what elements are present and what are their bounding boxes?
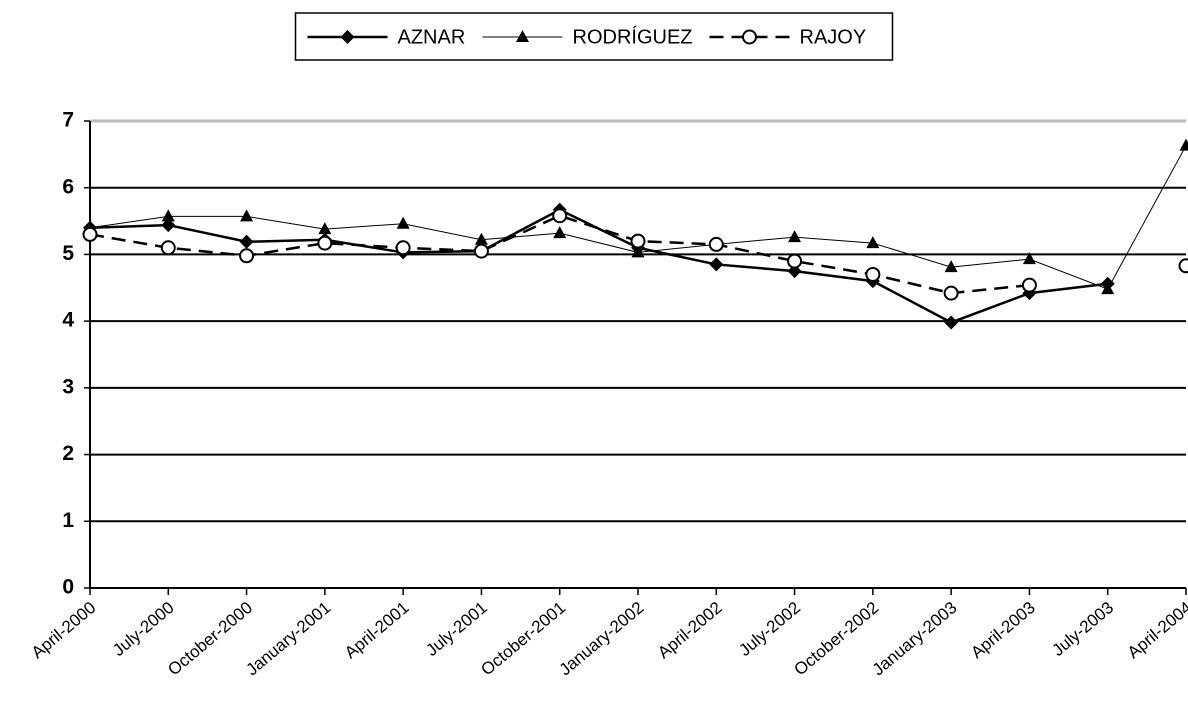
triangle-marker <box>1022 252 1036 265</box>
triangle-marker <box>240 209 254 222</box>
x-tick-label: January-2001 <box>242 598 334 679</box>
circle-marker <box>865 266 881 282</box>
circle-marker <box>473 243 489 259</box>
circle-marker <box>1021 277 1037 293</box>
y-tick-label: 6 <box>62 175 74 198</box>
legend-label: RODRÍGUEZ <box>573 25 693 48</box>
legend-label: AZNAR <box>398 26 466 48</box>
y-tick-label: 0 <box>62 576 74 599</box>
diamond-marker <box>709 257 724 272</box>
x-tick-label: April-2002 <box>654 598 726 662</box>
circle-marker <box>239 248 255 264</box>
triangle-marker <box>866 236 880 249</box>
triangle-marker <box>553 226 567 239</box>
x-tick-label: October-2000 <box>164 598 256 679</box>
x-tick-label: January-2003 <box>869 598 961 679</box>
diamond-marker <box>340 30 355 44</box>
x-tick-label: October-2002 <box>790 598 882 679</box>
triangle-marker <box>396 216 410 229</box>
circle-marker <box>943 285 959 301</box>
triangle-marker <box>474 232 488 245</box>
circle-marker <box>1178 258 1188 274</box>
circle-marker <box>708 236 724 252</box>
y-tick-label: 7 <box>62 109 74 132</box>
x-tick-label: October-2001 <box>477 598 569 679</box>
legend-label: RAJOY <box>800 26 867 48</box>
x-tick-label: April-2000 <box>28 598 100 662</box>
x-tick-label: April-2003 <box>967 598 1039 662</box>
legend-box <box>294 12 894 61</box>
triangle-marker <box>944 260 958 273</box>
triangle-marker <box>161 209 175 222</box>
legend: AZNAR RODRÍGUEZ RAJOY <box>294 12 894 61</box>
triangle-marker <box>631 245 645 258</box>
x-tick-label: April-2004 <box>1124 598 1188 662</box>
diamond-marker <box>161 218 176 233</box>
diamond-marker <box>239 234 254 249</box>
circle-marker <box>552 208 568 224</box>
triangle-marker <box>318 222 332 235</box>
series-line <box>89 208 1108 324</box>
y-tick-label: 2 <box>62 442 74 465</box>
series-line <box>89 145 1187 290</box>
y-tick-label: 4 <box>62 309 74 332</box>
x-tick-label: July-2003 <box>1048 598 1117 660</box>
x-tick-label: July-2002 <box>735 598 804 660</box>
circle-marker <box>787 253 803 269</box>
y-tick-label: 5 <box>62 242 74 265</box>
circle-marker <box>317 235 333 251</box>
circle-marker <box>742 29 757 45</box>
circle-marker <box>395 240 411 256</box>
triangle-marker <box>1179 138 1188 151</box>
y-tick-label: 1 <box>62 509 74 532</box>
y-tick-label: 3 <box>62 375 74 398</box>
x-tick-label: July-2001 <box>422 598 491 660</box>
triangle-marker <box>788 230 802 243</box>
x-tick-label: April-2001 <box>341 598 413 662</box>
triangle-marker <box>516 30 529 42</box>
triangle-marker <box>1101 282 1115 295</box>
circle-marker <box>630 233 646 249</box>
circle-marker <box>160 240 176 256</box>
x-tick-label: July-2000 <box>109 598 178 660</box>
x-tick-label: January-2002 <box>556 598 648 679</box>
circle-marker <box>82 226 98 242</box>
diamond-marker <box>944 315 959 330</box>
